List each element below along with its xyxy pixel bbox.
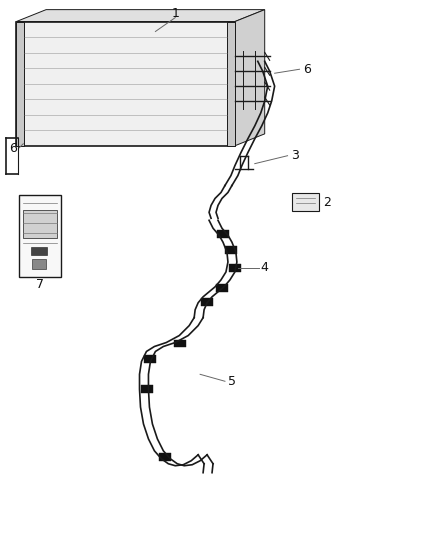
Polygon shape: [16, 21, 24, 146]
Polygon shape: [235, 10, 265, 146]
Polygon shape: [16, 21, 235, 146]
Polygon shape: [227, 21, 235, 146]
Text: 1: 1: [171, 7, 179, 20]
Bar: [23, 211, 57, 238]
Text: 7: 7: [36, 278, 44, 292]
Bar: [19, 196, 61, 277]
Bar: [229, 264, 241, 272]
Text: 5: 5: [228, 375, 236, 388]
Text: 2: 2: [323, 196, 331, 209]
Polygon shape: [16, 10, 265, 21]
Bar: [225, 246, 237, 254]
Bar: [141, 385, 153, 393]
Bar: [159, 453, 171, 461]
Bar: [174, 340, 186, 348]
Bar: [31, 247, 47, 255]
Bar: [292, 193, 319, 212]
Bar: [216, 284, 228, 292]
Bar: [32, 259, 46, 269]
Text: 6: 6: [9, 142, 17, 155]
Text: 6: 6: [304, 63, 311, 76]
Bar: [145, 356, 156, 364]
Bar: [201, 298, 213, 306]
Text: 3: 3: [290, 149, 298, 162]
Bar: [217, 230, 229, 238]
Text: 4: 4: [261, 262, 268, 274]
